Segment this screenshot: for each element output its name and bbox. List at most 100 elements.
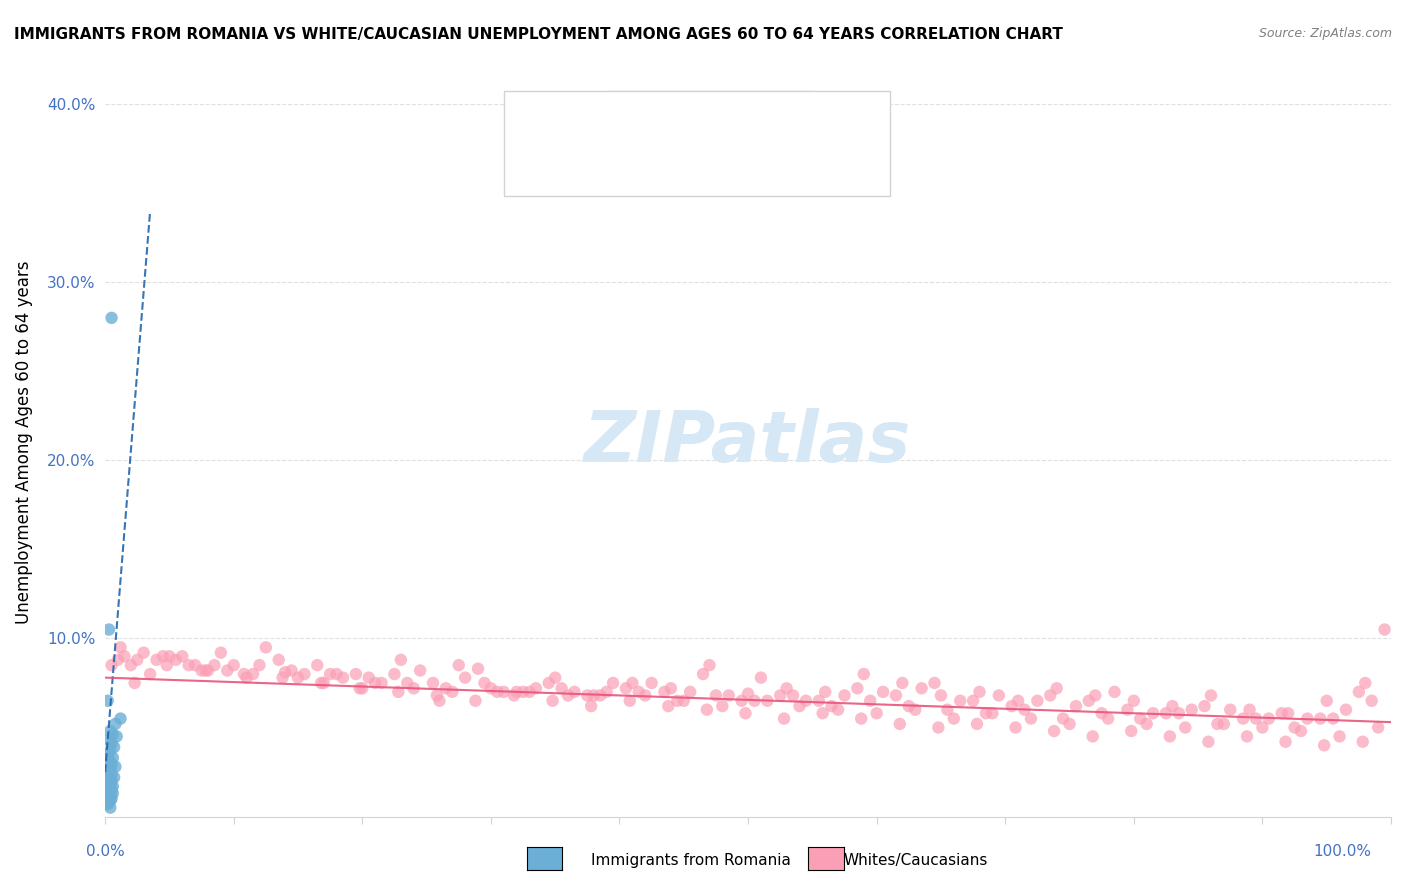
Point xyxy=(619,694,641,708)
Point xyxy=(773,712,796,726)
Point xyxy=(364,676,387,690)
Point xyxy=(1116,703,1139,717)
Point xyxy=(294,667,316,681)
Point xyxy=(422,676,444,690)
Point xyxy=(744,694,766,708)
Point xyxy=(1244,712,1267,726)
Point xyxy=(127,653,149,667)
Point xyxy=(634,689,657,703)
Point xyxy=(557,689,579,703)
Point xyxy=(97,694,120,708)
Point xyxy=(1271,706,1294,721)
Point xyxy=(100,791,122,805)
Point xyxy=(165,653,187,667)
Point xyxy=(1077,694,1099,708)
Point xyxy=(1104,685,1126,699)
Point xyxy=(98,756,121,770)
Point xyxy=(602,676,624,690)
Point xyxy=(1064,699,1087,714)
Point xyxy=(974,706,997,721)
Text: Source: ZipAtlas.com: Source: ZipAtlas.com xyxy=(1258,27,1392,40)
Point xyxy=(859,694,882,708)
Point xyxy=(949,694,972,708)
Point xyxy=(1199,689,1222,703)
Point xyxy=(307,658,329,673)
Point xyxy=(242,667,264,681)
Point xyxy=(101,786,124,800)
Point xyxy=(711,699,734,714)
Point xyxy=(98,788,121,802)
Point xyxy=(233,667,256,681)
Point xyxy=(595,685,617,699)
Point xyxy=(98,755,121,769)
Point xyxy=(101,751,124,765)
Point xyxy=(101,728,124,742)
Point xyxy=(1154,706,1177,721)
Point xyxy=(1289,724,1312,739)
Point xyxy=(1354,676,1376,690)
Point xyxy=(737,687,759,701)
Point xyxy=(319,667,342,681)
Point xyxy=(132,646,155,660)
Point xyxy=(1309,712,1331,726)
Point xyxy=(1212,717,1234,731)
Point xyxy=(426,689,449,703)
Point xyxy=(659,681,682,696)
Point xyxy=(1004,721,1026,735)
Point xyxy=(98,724,121,739)
Point xyxy=(1001,699,1024,714)
Point xyxy=(1239,703,1261,717)
Point xyxy=(769,689,792,703)
Point xyxy=(981,706,1004,721)
Point xyxy=(1142,706,1164,721)
Point xyxy=(1197,735,1219,749)
Point xyxy=(384,667,406,681)
Point xyxy=(100,737,122,751)
Point xyxy=(389,653,412,667)
Point xyxy=(352,681,374,696)
Point xyxy=(696,703,718,717)
Point xyxy=(349,681,371,696)
Point xyxy=(621,676,644,690)
Point xyxy=(100,658,122,673)
Text: ZIPatlas: ZIPatlas xyxy=(585,408,911,477)
Point xyxy=(409,664,432,678)
Point xyxy=(794,694,817,708)
Point xyxy=(852,667,875,681)
Point xyxy=(904,703,927,717)
Point xyxy=(98,780,121,795)
Text: 100.0%: 100.0% xyxy=(1313,845,1372,859)
Point xyxy=(98,763,121,777)
Point xyxy=(969,685,991,699)
Point xyxy=(666,694,689,708)
Point xyxy=(866,706,889,721)
Point xyxy=(846,681,869,696)
Point xyxy=(851,712,873,726)
Point xyxy=(1206,717,1229,731)
Point xyxy=(1313,739,1336,753)
Point xyxy=(274,665,297,680)
Point xyxy=(1236,730,1258,744)
Point xyxy=(441,685,464,699)
Point xyxy=(98,784,121,798)
Point xyxy=(172,649,194,664)
Point xyxy=(97,775,120,789)
Point xyxy=(524,681,547,696)
Point xyxy=(749,671,772,685)
Point xyxy=(100,310,122,325)
Point xyxy=(194,664,217,678)
Point xyxy=(929,689,952,703)
Point xyxy=(402,681,425,696)
Point xyxy=(1367,721,1389,735)
Point xyxy=(834,689,856,703)
Point xyxy=(891,676,914,690)
Point xyxy=(105,730,128,744)
Point xyxy=(486,685,509,699)
Point xyxy=(1019,712,1042,726)
Point xyxy=(107,653,129,667)
Point xyxy=(209,646,232,660)
Text: 0.0%: 0.0% xyxy=(86,845,125,859)
Point xyxy=(1329,730,1351,744)
Point xyxy=(657,699,679,714)
Point xyxy=(927,721,949,735)
